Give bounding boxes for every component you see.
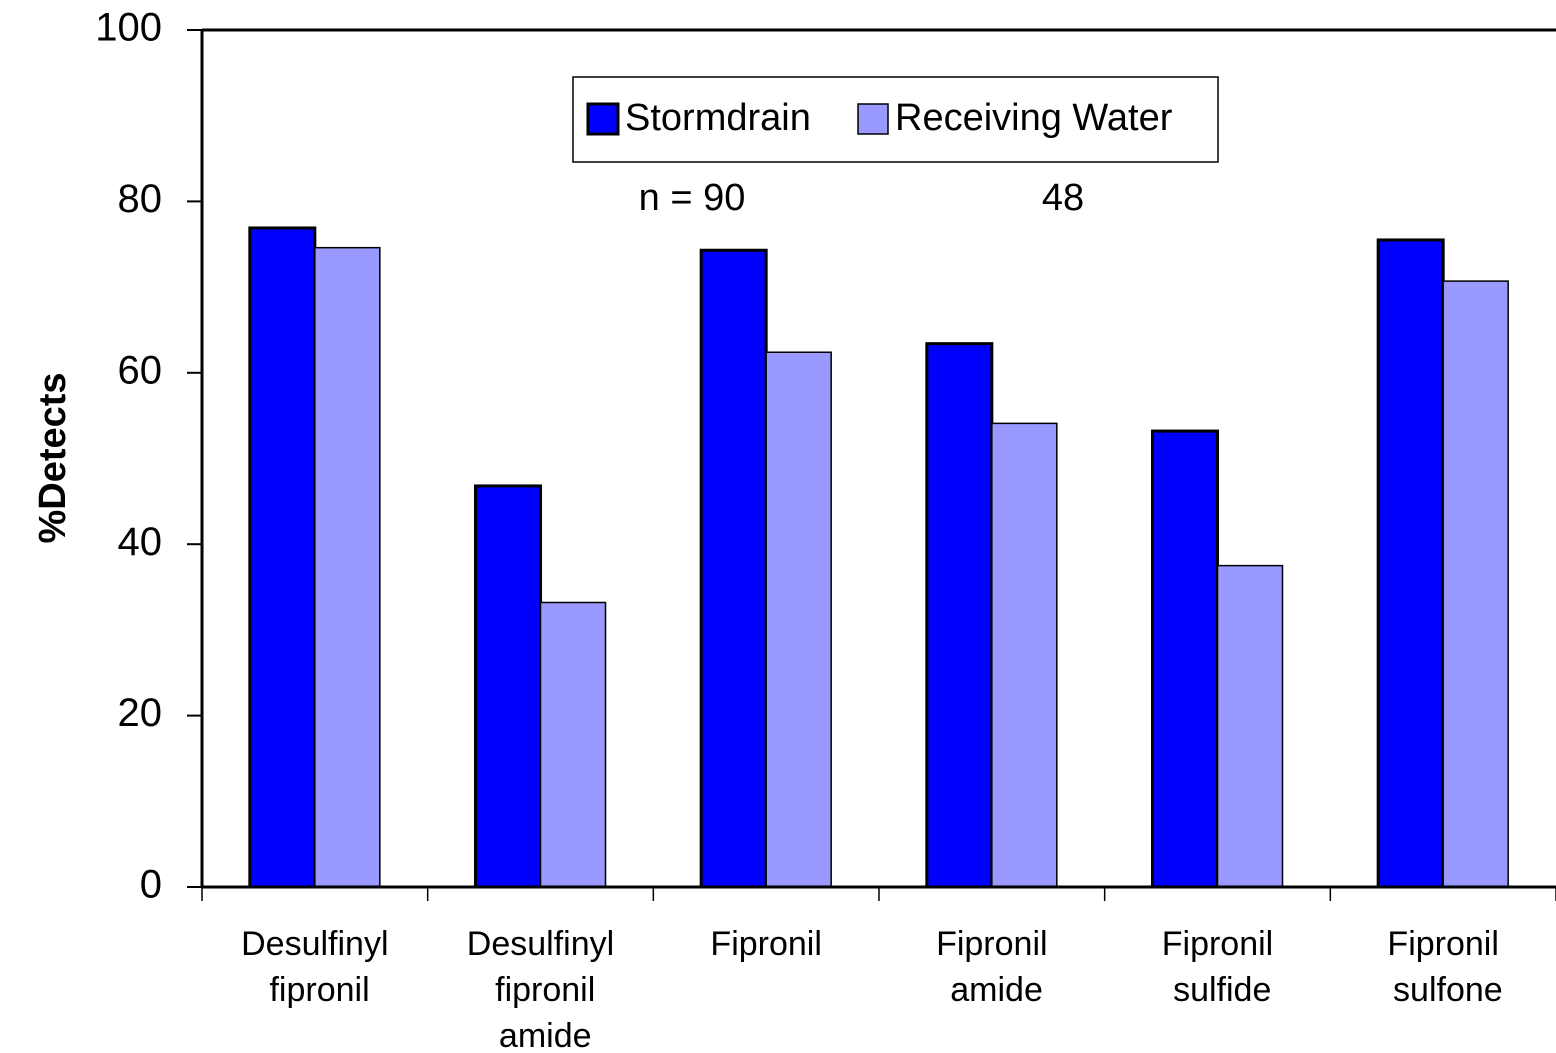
y-tick-label: 20	[118, 691, 163, 735]
bar	[699, 248, 768, 889]
y-tick-label: 0	[140, 863, 162, 907]
bar	[765, 351, 832, 888]
x-tick-label: Desulfinyl fipronil amide	[467, 925, 614, 1053]
y-tick-label: 80	[118, 177, 163, 221]
bar	[1442, 280, 1509, 888]
x-tick-label: Fipronil	[710, 925, 821, 963]
bar	[991, 422, 1058, 888]
y-tick-label: 100	[95, 6, 162, 50]
y-tick-label: 60	[118, 348, 163, 392]
bar	[925, 342, 994, 889]
bar	[1216, 564, 1284, 888]
legend-label: Receiving Water	[895, 97, 1173, 139]
annotation: 48	[1042, 177, 1084, 219]
legend-swatch	[857, 103, 889, 135]
legend-box	[572, 76, 1219, 163]
bar	[314, 246, 381, 888]
x-tick-label: Fipronil amide	[936, 925, 1047, 1009]
x-tick-label: Fipronil sulfone	[1384, 925, 1503, 1009]
bar	[248, 226, 317, 889]
bar	[474, 484, 542, 889]
bar	[1151, 429, 1219, 889]
bar	[539, 601, 607, 888]
x-tick-label: Fipronil sulfide	[1162, 925, 1273, 1009]
annotation: n = 90	[639, 177, 746, 219]
y-tick-label: 40	[118, 520, 163, 564]
legend-swatch	[586, 102, 620, 136]
y-axis-label: %Detects	[32, 372, 74, 543]
legend-label: Stormdrain	[625, 97, 811, 139]
x-tick-label: Desulfinyl fipronil	[241, 925, 388, 1009]
bar	[1376, 238, 1445, 889]
